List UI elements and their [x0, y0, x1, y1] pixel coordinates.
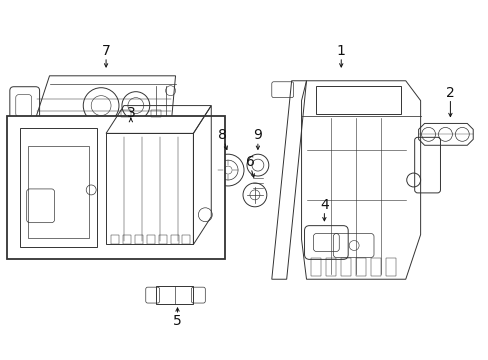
- Bar: [106, 133, 193, 244]
- Bar: [20, 129, 97, 247]
- Bar: [121, 109, 131, 117]
- Text: 1: 1: [336, 44, 345, 58]
- Text: 6: 6: [245, 155, 254, 169]
- Text: 4: 4: [319, 198, 328, 212]
- Text: 9: 9: [253, 129, 262, 142]
- Bar: [7, 116, 224, 260]
- Bar: [385, 258, 395, 276]
- Bar: [111, 235, 119, 244]
- Bar: [370, 258, 380, 276]
- Bar: [158, 235, 166, 244]
- Bar: [341, 258, 350, 276]
- Text: 3: 3: [126, 105, 135, 120]
- Text: 2: 2: [445, 86, 454, 100]
- Bar: [325, 258, 336, 276]
- Text: 7: 7: [102, 44, 110, 58]
- Bar: [170, 235, 178, 244]
- Bar: [146, 235, 154, 244]
- Text: 5: 5: [173, 314, 182, 328]
- Bar: [182, 235, 190, 244]
- Bar: [122, 235, 131, 244]
- Bar: [355, 258, 366, 276]
- Bar: [311, 258, 321, 276]
- Bar: [135, 235, 142, 244]
- Text: 8: 8: [217, 129, 226, 142]
- Bar: [150, 109, 161, 117]
- Bar: [155, 286, 193, 304]
- Bar: [28, 146, 89, 238]
